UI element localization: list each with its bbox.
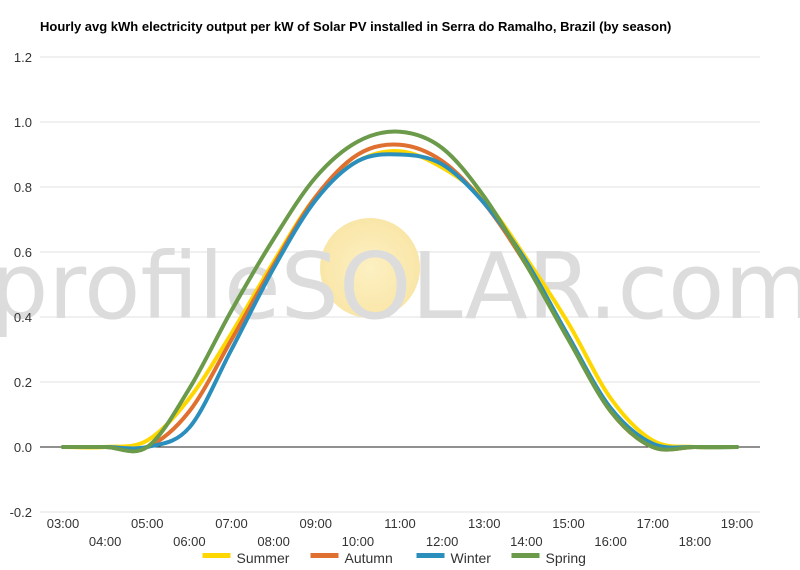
legend-label-spring: Spring — [546, 550, 586, 566]
x-tick-label: 11:00 — [384, 516, 416, 531]
y-tick-label: 1.0 — [14, 115, 32, 130]
series-lines — [61, 129, 739, 454]
series-line-spring — [61, 129, 739, 454]
x-tick-label: 15:00 — [552, 516, 585, 531]
series-line-summer — [61, 149, 739, 450]
legend-swatch-autumn — [310, 553, 339, 558]
x-tick-label: 10:00 — [342, 534, 375, 549]
y-tick-label: -0.2 — [10, 505, 32, 520]
legend: Summer Autumn Winter Spring — [202, 550, 586, 566]
x-tick-label: 08:00 — [257, 534, 290, 549]
chart-title: Hourly avg kWh electricity output per kW… — [40, 19, 672, 34]
watermark-sun-icon — [320, 218, 420, 318]
x-tick-label: 12:00 — [426, 534, 459, 549]
x-tick-label: 06:00 — [173, 534, 206, 549]
x-tick-label: 07:00 — [215, 516, 248, 531]
x-tick-label: 04:00 — [89, 534, 122, 549]
x-tick-label: 13:00 — [468, 516, 501, 531]
y-tick-label: 0.6 — [14, 245, 32, 260]
legend-label-autumn: Autumn — [345, 550, 393, 566]
watermark: profileSOLAR.com — [0, 218, 800, 340]
legend-swatch-summer — [202, 553, 231, 558]
legend-label-winter: Winter — [451, 550, 492, 566]
axes: -0.2 0.0 0.2 0.4 0.6 0.8 1.0 1.2 03:00 04:00 05:00… — [10, 50, 760, 549]
y-tick-label: 0.4 — [14, 310, 32, 325]
y-tick-label: 0.0 — [14, 440, 32, 455]
x-tick-label: 03:00 — [47, 516, 80, 531]
x-tick-label: 17:00 — [636, 516, 669, 531]
watermark-text: profileSOLAR.com — [0, 233, 800, 340]
legend-swatch-spring — [511, 553, 540, 558]
x-tick-label: 16:00 — [594, 534, 627, 549]
series-line-winter — [61, 152, 739, 451]
legend-label-summer: Summer — [237, 550, 290, 566]
y-tick-label: 0.8 — [14, 180, 32, 195]
y-tick-label: 0.2 — [14, 375, 32, 390]
x-tick-label: 18:00 — [679, 534, 712, 549]
legend-swatch-winter — [416, 553, 445, 558]
x-tick-label: 05:00 — [131, 516, 164, 531]
y-tick-label: 1.2 — [14, 50, 32, 65]
x-tick-label: 09:00 — [299, 516, 332, 531]
x-tick-label: 14:00 — [510, 534, 543, 549]
x-tick-label: 19:00 — [721, 516, 754, 531]
